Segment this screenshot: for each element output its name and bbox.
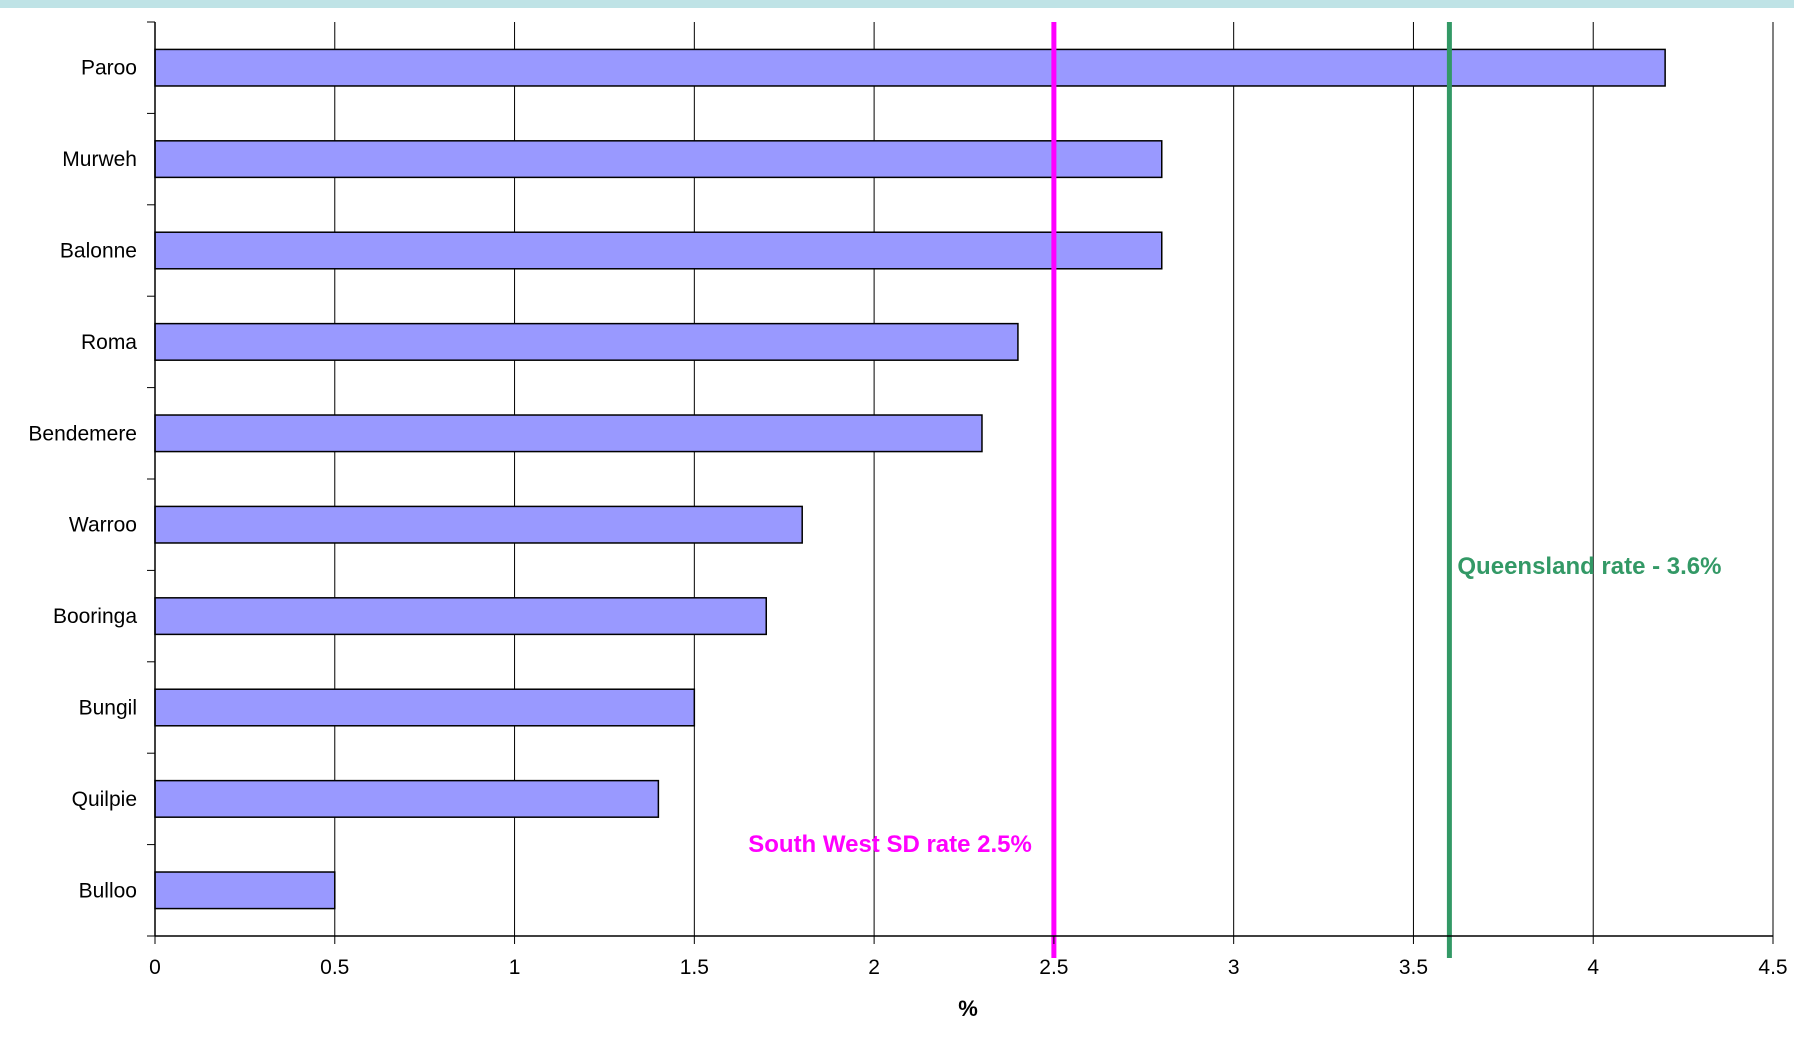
category-label: Paroo [81, 57, 137, 80]
x-tick-label: 0.5 [320, 956, 349, 979]
reference-lines [1051, 22, 1452, 958]
x-tick-label: 1 [509, 956, 521, 979]
category-label: Booringa [53, 605, 137, 628]
bar-quilpie [154, 779, 660, 818]
bar-paroo [154, 48, 1666, 87]
category-label: Roma [81, 331, 137, 354]
x-tick-label: 4.5 [1758, 956, 1787, 979]
bar-bulloo [154, 871, 336, 910]
category-label: Warroo [69, 514, 137, 537]
bar-murweh [154, 140, 1163, 179]
x-axis-title: % [958, 996, 978, 1021]
reference-line-label: South West SD rate 2.5% [748, 831, 1032, 858]
x-tick-label: 2.5 [1039, 956, 1068, 979]
category-label: Bulloo [79, 879, 137, 902]
bar-roma [154, 322, 1019, 361]
x-tick-label: 1.5 [680, 956, 709, 979]
reference-line-label: Queensland rate - 3.6% [1457, 553, 1721, 580]
bars [154, 48, 1666, 910]
bar-bendemere [154, 414, 983, 453]
category-label: Balonne [60, 240, 137, 263]
category-label: Murweh [62, 148, 137, 171]
labels: 0 0.5 1 1.5 2 2.5 3 3.5 4 4.5 Paroo Murweh Balonne Ro… [28, 57, 1787, 979]
bar-bungil [154, 688, 696, 727]
x-tick-label: 0 [149, 956, 161, 979]
x-tick-label: 2 [868, 956, 880, 979]
axes [147, 21, 1774, 944]
category-label: Bungil [79, 697, 137, 720]
x-tick-label: 4 [1587, 956, 1599, 979]
bar-balonne [154, 231, 1163, 270]
x-tick-label: 3.5 [1399, 956, 1428, 979]
category-label: Quilpie [72, 788, 137, 811]
bar-warroo [154, 505, 803, 544]
category-label: Bendemere [28, 422, 137, 445]
bar-booringa [154, 597, 767, 636]
top-band [0, 0, 1794, 8]
x-tick-label: 3 [1228, 956, 1240, 979]
